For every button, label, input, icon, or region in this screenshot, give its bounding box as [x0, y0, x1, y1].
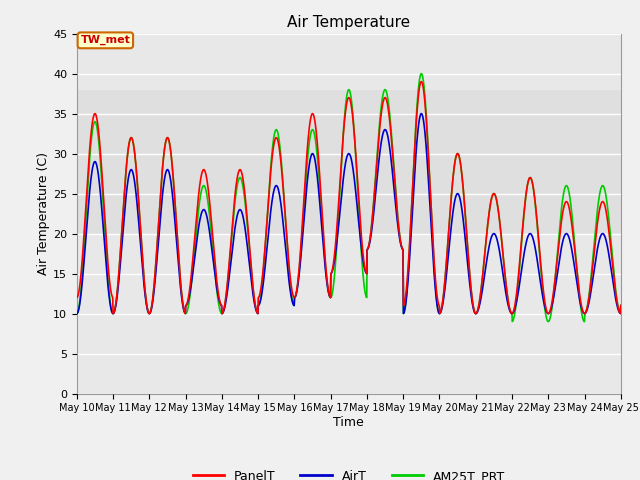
AirT: [505, 304, 513, 310]
AM25T_PRT: [580, 319, 588, 324]
PanelT: [73, 295, 81, 300]
AirT: [255, 302, 262, 308]
PanelT: [255, 294, 262, 300]
Line: PanelT: PanelT: [77, 82, 621, 313]
PanelT: [505, 300, 513, 306]
AM25T_PRT: [73, 311, 81, 316]
PanelT: [617, 303, 625, 309]
Y-axis label: Air Temperature (C): Air Temperature (C): [37, 152, 50, 275]
Text: TW_met: TW_met: [81, 35, 131, 46]
X-axis label: Time: Time: [333, 416, 364, 429]
PanelT: [580, 311, 588, 316]
AM25T_PRT: [617, 303, 625, 309]
AM25T_PRT: [255, 302, 262, 308]
AirT: [73, 311, 81, 316]
Bar: [77, 90, 621, 234]
AirT: [417, 111, 425, 117]
Line: AirT: AirT: [77, 114, 621, 313]
AirT: [553, 276, 561, 282]
AM25T_PRT: [180, 309, 188, 315]
AirT: [434, 305, 442, 311]
AirT: [194, 230, 202, 236]
PanelT: [194, 200, 202, 205]
AM25T_PRT: [553, 260, 561, 266]
AM25T_PRT: [417, 71, 425, 76]
PanelT: [417, 79, 425, 84]
Line: AM25T_PRT: AM25T_PRT: [77, 73, 621, 322]
AM25T_PRT: [434, 303, 442, 309]
AM25T_PRT: [505, 300, 513, 306]
Legend: PanelT, AirT, AM25T_PRT: PanelT, AirT, AM25T_PRT: [188, 465, 510, 480]
PanelT: [434, 296, 442, 302]
AM25T_PRT: [194, 214, 202, 220]
Title: Air Temperature: Air Temperature: [287, 15, 410, 30]
PanelT: [553, 263, 561, 268]
PanelT: [180, 309, 188, 315]
AirT: [180, 310, 188, 315]
AirT: [617, 303, 625, 309]
